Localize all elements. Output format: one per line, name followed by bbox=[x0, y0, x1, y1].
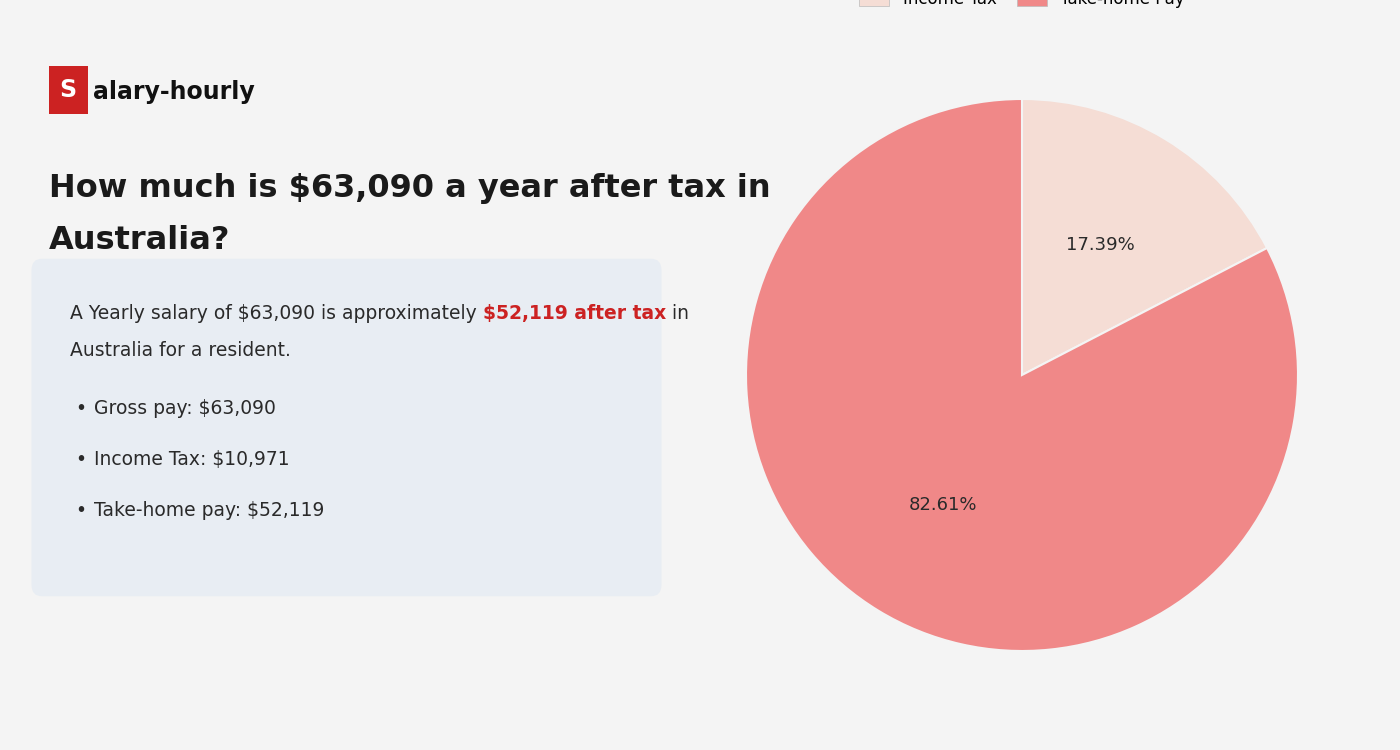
FancyBboxPatch shape bbox=[49, 65, 87, 115]
Wedge shape bbox=[746, 99, 1298, 651]
Text: Australia for a resident.: Australia for a resident. bbox=[70, 341, 291, 360]
Text: 82.61%: 82.61% bbox=[909, 496, 977, 514]
Wedge shape bbox=[1022, 99, 1267, 375]
Text: S: S bbox=[60, 78, 77, 102]
Text: 17.39%: 17.39% bbox=[1067, 236, 1135, 254]
Text: A Yearly salary of $63,090 is approximately: A Yearly salary of $63,090 is approximat… bbox=[70, 304, 483, 322]
Text: •: • bbox=[76, 450, 85, 469]
Legend: Income Tax, Take-home Pay: Income Tax, Take-home Pay bbox=[853, 0, 1191, 14]
Text: How much is $63,090 a year after tax in: How much is $63,090 a year after tax in bbox=[49, 172, 770, 203]
Text: in: in bbox=[666, 304, 689, 322]
Text: Income Tax: $10,971: Income Tax: $10,971 bbox=[95, 450, 290, 469]
FancyBboxPatch shape bbox=[31, 259, 661, 596]
Text: •: • bbox=[76, 501, 85, 520]
Text: Gross pay: $63,090: Gross pay: $63,090 bbox=[95, 399, 276, 418]
Text: •: • bbox=[76, 399, 85, 418]
Text: alary-hourly: alary-hourly bbox=[92, 80, 255, 104]
Text: Australia?: Australia? bbox=[49, 225, 231, 256]
Text: $52,119 after tax: $52,119 after tax bbox=[483, 304, 666, 322]
Text: Take-home pay: $52,119: Take-home pay: $52,119 bbox=[95, 501, 325, 520]
